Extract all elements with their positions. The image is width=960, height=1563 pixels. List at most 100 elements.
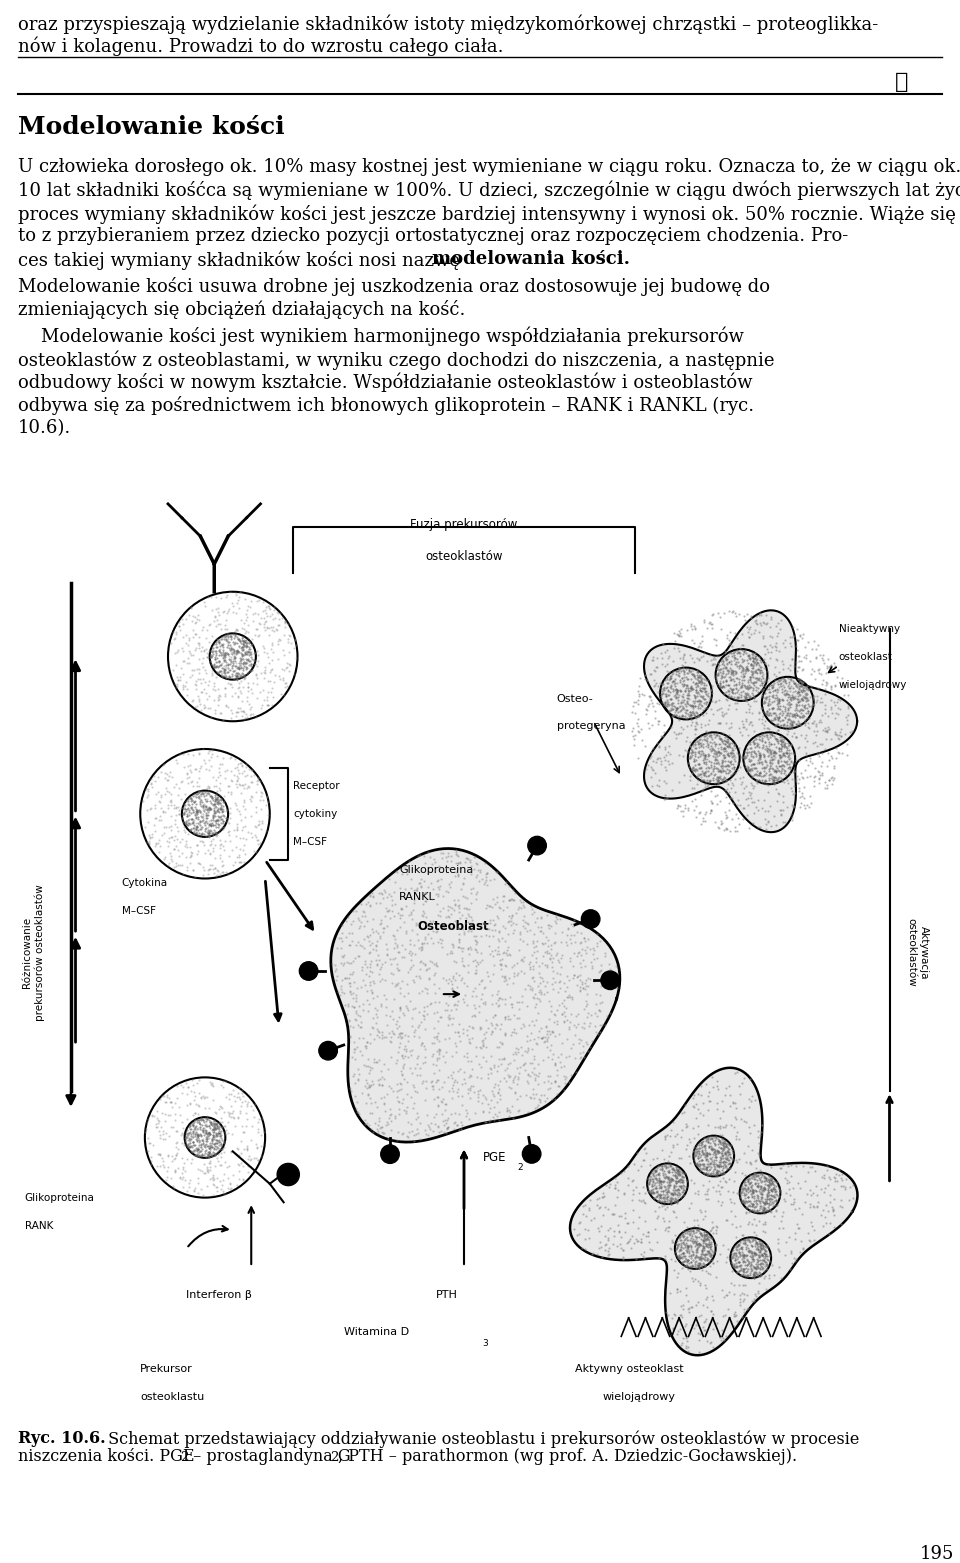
Point [441, 1003, 456, 1028]
Point [255, 633, 271, 658]
Point [365, 1100, 380, 1125]
Point [328, 967, 344, 993]
Point [710, 1172, 726, 1197]
Point [801, 753, 816, 778]
Point [207, 1143, 223, 1168]
Point [159, 1164, 175, 1189]
Point [687, 1224, 703, 1249]
Point [431, 1121, 446, 1146]
Point [168, 796, 183, 821]
Point [718, 1132, 733, 1157]
Point [795, 656, 810, 681]
Point [404, 1000, 420, 1025]
Point [694, 624, 709, 649]
Point [352, 1003, 368, 1028]
Point [213, 1132, 228, 1157]
Point [687, 716, 703, 741]
Point [418, 1008, 433, 1033]
Point [729, 1239, 744, 1264]
Point [752, 1244, 767, 1269]
Point [764, 756, 780, 782]
Point [699, 1233, 714, 1258]
Point [696, 644, 711, 669]
Point [704, 1225, 719, 1250]
Point [754, 1177, 769, 1202]
Point [809, 683, 825, 708]
Point [608, 1166, 623, 1191]
Point [714, 1277, 730, 1302]
Point [697, 1138, 712, 1163]
Point [460, 1100, 475, 1125]
Point [758, 750, 774, 775]
Point [718, 1133, 733, 1158]
Point [190, 817, 205, 842]
Point [784, 778, 800, 803]
Point [447, 1100, 463, 1125]
Point [180, 835, 195, 860]
Point [741, 1177, 756, 1202]
Point [818, 719, 833, 744]
Point [656, 1182, 671, 1207]
Point [277, 675, 293, 700]
Point [426, 993, 442, 1018]
Point [693, 1243, 708, 1268]
Point [435, 935, 450, 960]
Point [789, 638, 804, 663]
Point [698, 1157, 713, 1182]
Point [215, 853, 230, 878]
Point [272, 606, 287, 631]
Point [356, 913, 372, 938]
Point [774, 767, 789, 792]
Point [191, 647, 206, 672]
Point [756, 763, 772, 788]
Point [734, 1160, 750, 1185]
Point [654, 1179, 669, 1204]
Point [471, 867, 487, 892]
Point [456, 866, 471, 891]
Point [236, 656, 252, 681]
Point [745, 641, 760, 666]
Point [165, 1114, 180, 1139]
Point [189, 814, 204, 839]
Point [730, 1060, 745, 1085]
Point [790, 655, 805, 680]
Point [798, 713, 813, 738]
Point [208, 1127, 224, 1152]
Point [233, 636, 249, 661]
Point [571, 1221, 587, 1246]
Point [756, 656, 771, 681]
Point [756, 1246, 772, 1271]
Point [481, 974, 496, 999]
Point [530, 1093, 545, 1118]
Point [672, 1161, 687, 1186]
Point [578, 971, 593, 996]
Point [464, 983, 479, 1008]
Point [397, 1044, 413, 1069]
Point [365, 983, 380, 1008]
Point [667, 1174, 683, 1199]
Point [201, 822, 216, 847]
Point [740, 642, 756, 667]
Point [363, 1072, 378, 1097]
Point [236, 666, 252, 691]
Text: Różnicowanie
prekursorów osteoklastów: Różnicowanie prekursorów osteoklastów [22, 885, 45, 1021]
Point [463, 1075, 478, 1100]
Point [663, 686, 679, 711]
Point [781, 714, 797, 739]
Point [249, 1136, 264, 1161]
Point [576, 1202, 591, 1227]
Point [191, 774, 206, 799]
Point [766, 1177, 781, 1202]
Point [559, 1007, 574, 1032]
Point [670, 677, 685, 702]
Point [578, 1030, 593, 1055]
Point [239, 1135, 254, 1160]
Point [668, 1157, 684, 1182]
Point [730, 666, 745, 691]
Point [753, 1194, 768, 1219]
Point [362, 963, 377, 988]
Point [644, 1172, 660, 1197]
Point [481, 974, 496, 999]
Point [393, 1030, 408, 1055]
Point [220, 642, 235, 667]
